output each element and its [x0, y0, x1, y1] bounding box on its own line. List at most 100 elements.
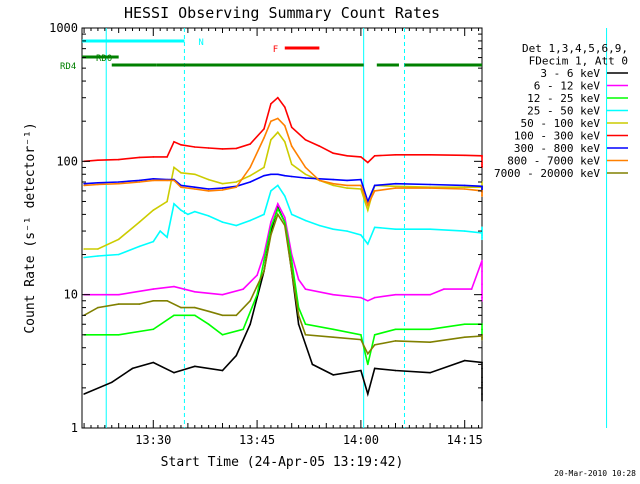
series-point: [304, 177, 307, 179]
series-point: [207, 178, 210, 181]
x-tick-label: 13:30: [135, 433, 171, 447]
series-point: [394, 187, 397, 189]
flag-label-rd0: RD0: [96, 54, 112, 64]
series-point: [481, 163, 483, 166]
series-point: [152, 361, 155, 364]
observing-flags: N F RD0 RD4: [60, 38, 482, 72]
series-line-0: [83, 205, 483, 401]
series-point: [263, 259, 265, 262]
series-point: [304, 219, 307, 222]
y-tick-label: 10: [64, 288, 78, 302]
series-point: [481, 232, 483, 234]
y-tick-label: 1000: [49, 21, 78, 35]
series-point: [463, 154, 466, 157]
series-point: [284, 124, 286, 127]
series-line-8: [83, 212, 483, 356]
series-point: [290, 163, 293, 166]
series-point: [481, 228, 483, 230]
series-point: [367, 204, 369, 206]
series-point: [332, 152, 335, 154]
series-point: [277, 96, 279, 99]
series-point: [131, 367, 134, 370]
series-point: [463, 184, 466, 187]
series-point: [97, 183, 99, 186]
series-point: [221, 314, 224, 317]
series-point: [173, 203, 175, 205]
series-point: [117, 182, 120, 185]
series-point: [481, 283, 483, 285]
series-point: [463, 323, 466, 326]
series-point: [332, 182, 335, 185]
series-point: [194, 365, 196, 368]
series-point: [429, 341, 431, 344]
series-point: [318, 145, 321, 147]
series-point: [304, 323, 307, 326]
series-point: [481, 338, 483, 341]
series-point: [117, 158, 120, 161]
series-point: [463, 336, 466, 339]
flag-label-n: N: [198, 38, 203, 48]
series-point: [117, 303, 120, 305]
legend: Det 1,3,4,5,6,9,FDecim 1, Att 03 - 6 keV…: [494, 42, 628, 180]
legend-entry-label: 12 - 25 keV: [527, 92, 600, 105]
series-point: [166, 156, 168, 158]
series-point: [463, 186, 466, 188]
series-point: [429, 183, 431, 186]
series-point: [97, 182, 99, 184]
series-point: [463, 230, 466, 232]
series-point: [277, 203, 279, 205]
series-point: [394, 328, 397, 331]
series-point: [270, 103, 272, 105]
series-point: [235, 224, 238, 227]
y-tick-label: 1: [71, 421, 78, 435]
series-point: [373, 367, 376, 370]
series-point: [194, 188, 196, 190]
series-point: [173, 141, 175, 143]
series-point: [159, 230, 161, 232]
series-point: [249, 181, 251, 183]
series-point: [235, 354, 238, 357]
series-point: [481, 335, 483, 337]
series-point: [256, 274, 258, 277]
series-point: [481, 259, 483, 262]
legend-header-line: FDecim 1, Att 0: [529, 55, 628, 68]
series-point: [221, 334, 224, 336]
series-point: [481, 161, 483, 164]
series-point: [373, 334, 376, 336]
series-point: [304, 173, 307, 176]
series-point: [270, 139, 272, 141]
legend-entry-label: 100 - 300 keV: [514, 130, 600, 143]
series-point: [207, 147, 210, 149]
series-point: [367, 353, 369, 355]
flag-label-f: F: [273, 45, 278, 55]
series-point: [249, 143, 251, 145]
series-point: [360, 184, 362, 187]
series-point: [367, 300, 369, 302]
series-point: [97, 255, 99, 257]
series-point: [263, 137, 265, 139]
flag-label-rd4: RD4: [60, 62, 76, 72]
series-point: [152, 179, 155, 182]
series-point: [360, 156, 362, 158]
series-point: [173, 371, 175, 374]
legend-entry-label: 300 - 800 keV: [514, 142, 600, 155]
series-point: [481, 195, 483, 197]
series-point: [194, 314, 196, 317]
series-point: [83, 184, 85, 187]
series-lines: [83, 96, 483, 402]
series-point: [166, 236, 168, 238]
series-point: [117, 238, 120, 241]
series-point: [166, 179, 168, 182]
series-point: [235, 181, 238, 183]
series-point: [221, 369, 224, 372]
series-point: [297, 278, 300, 281]
series-point: [187, 213, 189, 216]
series-point: [373, 190, 376, 192]
x-tick-label: 14:15: [447, 433, 483, 447]
series-point: [394, 293, 397, 296]
series-point: [284, 224, 286, 227]
series-point: [367, 243, 369, 245]
series-point: [332, 293, 335, 296]
series-point: [152, 328, 155, 331]
